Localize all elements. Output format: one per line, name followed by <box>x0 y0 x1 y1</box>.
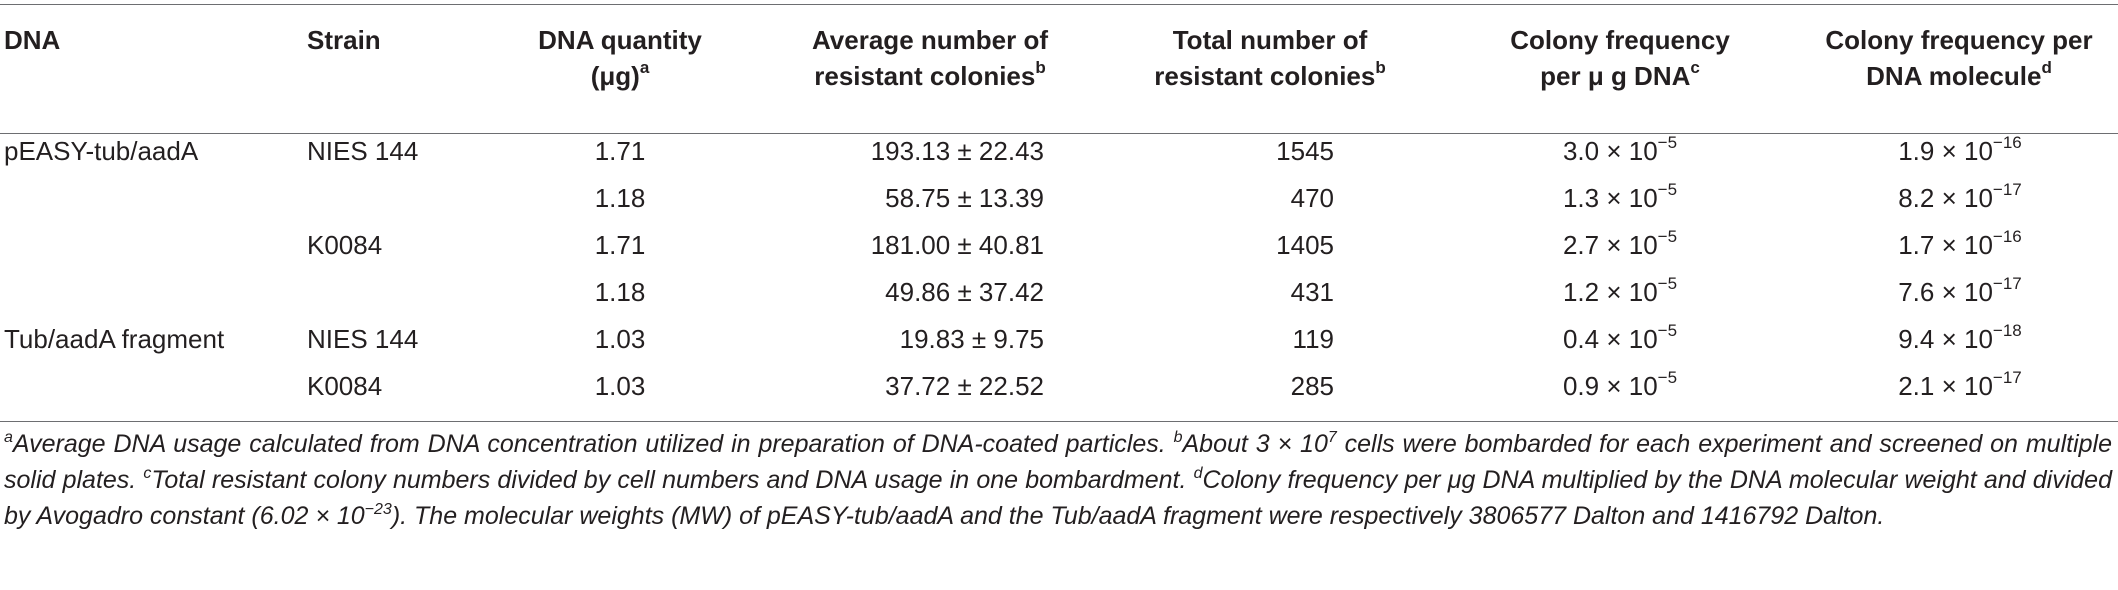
cell-average: 193.13 ± 22.43 <box>870 136 1044 166</box>
cell-dna: Tub/aadA fragment <box>4 324 225 354</box>
cell-quantity: 1.71 <box>594 136 646 166</box>
cell-average: 19.83 ± 9.75 <box>899 324 1044 354</box>
cell-average: 37.72 ± 22.52 <box>885 371 1044 401</box>
cell-frequency-per-molecule: 8.2 × 10−17 <box>1898 180 2022 213</box>
cell-quantity: 1.03 <box>594 371 646 401</box>
cell-average: 58.75 ± 13.39 <box>885 183 1044 213</box>
header-dna-quantity: DNA quantity (μg)a <box>538 25 702 91</box>
cell-total: 1405 <box>1276 230 1334 260</box>
header-strain: Strain <box>307 25 381 55</box>
cell-frequency-per-molecule: 2.1 × 10−17 <box>1898 368 2022 401</box>
cell-quantity: 1.18 <box>594 277 646 307</box>
cell-quantity: 1.71 <box>594 230 646 260</box>
cell-quantity: 1.18 <box>594 183 646 213</box>
cell-dna: pEASY-tub/aadA <box>4 136 199 166</box>
cell-strain: K0084 <box>307 230 383 260</box>
header-average-colonies: Average number of resistant coloniesb <box>812 25 1048 91</box>
cell-quantity: 1.03 <box>594 324 646 354</box>
cell-frequency-per-ug: 1.2 × 10−5 <box>1562 274 1678 307</box>
cell-strain: NIES 144 <box>307 324 419 354</box>
header-dna: DNA <box>4 25 61 55</box>
header-frequency-per-ug: Colony frequency per μ g DNAc <box>1510 25 1730 91</box>
cell-frequency-per-molecule: 1.7 × 10−16 <box>1898 227 2022 260</box>
table-top-rule <box>0 4 2118 5</box>
cell-frequency-per-ug: 0.9 × 10−5 <box>1562 368 1678 401</box>
cell-strain: K0084 <box>307 371 383 401</box>
header-bottom-rule <box>0 133 2118 134</box>
cell-frequency-per-ug: 3.0 × 10−5 <box>1562 133 1678 166</box>
cell-total: 119 <box>1292 324 1334 354</box>
cell-total: 470 <box>1290 183 1334 213</box>
cell-average: 181.00 ± 40.81 <box>870 230 1044 260</box>
table-footnote: aAverage DNA usage calculated from DNA c… <box>4 428 2112 530</box>
cell-frequency-per-molecule: 1.9 × 10−16 <box>1898 133 2022 166</box>
cell-total: 285 <box>1290 371 1334 401</box>
cell-total: 1545 <box>1276 136 1334 166</box>
cell-frequency-per-ug: 2.7 × 10−5 <box>1562 227 1678 260</box>
cell-frequency-per-molecule: 7.6 × 10−17 <box>1898 274 2022 307</box>
table-bottom-rule <box>0 421 2118 422</box>
cell-frequency-per-ug: 1.3 × 10−5 <box>1562 180 1678 213</box>
cell-average: 49.86 ± 37.42 <box>885 277 1044 307</box>
cell-strain: NIES 144 <box>307 136 419 166</box>
cell-frequency-per-molecule: 9.4 × 10−18 <box>1898 321 2022 354</box>
cell-frequency-per-ug: 0.4 × 10−5 <box>1562 321 1678 354</box>
cell-total: 431 <box>1290 277 1334 307</box>
header-total-colonies: Total number of resistant coloniesb <box>1154 25 1386 91</box>
header-frequency-per-molecule: Colony frequency per DNA moleculed <box>1825 25 2093 91</box>
